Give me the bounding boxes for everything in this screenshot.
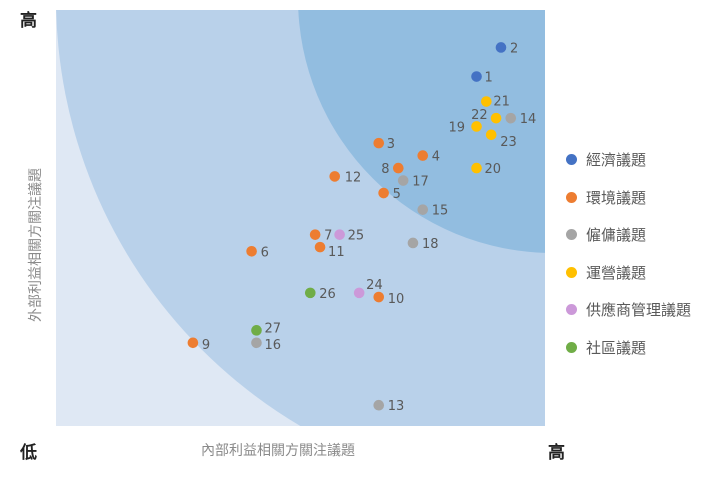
data-label-26: 26 — [319, 287, 336, 302]
data-point-13 — [373, 399, 385, 411]
data-point-3 — [373, 137, 385, 149]
legend-marker — [566, 154, 577, 166]
legend-item-3: 運營議題 — [566, 254, 691, 292]
y-axis-title: 外部利益相關方關注議題 — [28, 168, 44, 322]
plot-area — [56, 10, 545, 426]
legend-marker — [566, 229, 577, 241]
data-point-20 — [471, 162, 482, 174]
data-label-6: 6 — [261, 245, 269, 260]
legend-marker — [566, 341, 577, 353]
legend-marker — [566, 266, 577, 278]
points-layer: 1234567891011121314151617181920212223242… — [187, 41, 537, 414]
data-point-11 — [314, 241, 326, 253]
data-label-5: 5 — [393, 187, 401, 202]
data-point-6 — [246, 245, 257, 257]
data-point-7 — [309, 229, 321, 240]
y-axis-high-label: 高 — [20, 11, 37, 31]
x-axis-high-label: 高 — [548, 443, 565, 463]
data-point-26 — [304, 287, 316, 299]
data-point-1 — [471, 71, 482, 82]
data-label-11: 11 — [328, 245, 345, 260]
data-point-14 — [505, 112, 517, 124]
data-point-19 — [471, 121, 482, 132]
data-point-18 — [407, 237, 419, 249]
band-inner — [298, 10, 545, 253]
data-label-16: 16 — [264, 338, 281, 353]
data-point-12 — [329, 171, 341, 182]
data-label-13: 13 — [388, 399, 405, 414]
legend-marker — [566, 191, 577, 203]
data-label-27: 27 — [264, 321, 281, 336]
data-point-21 — [481, 96, 492, 107]
legend-label: 供應商管理議題 — [586, 301, 692, 320]
legend-label: 運營議題 — [586, 263, 647, 282]
data-point-17 — [397, 175, 409, 186]
legend-label: 經濟議題 — [586, 151, 647, 170]
data-label-24: 24 — [366, 278, 383, 293]
data-label-12: 12 — [345, 170, 362, 185]
data-label-7: 7 — [324, 229, 332, 244]
legend-label: 環境議題 — [586, 188, 647, 207]
data-point-2 — [495, 42, 507, 53]
data-label-4: 4 — [432, 150, 440, 165]
data-label-9: 9 — [202, 338, 210, 353]
data-label-2: 2 — [510, 41, 518, 56]
data-label-23: 23 — [500, 135, 517, 150]
legend-item-0: 經濟議題 — [566, 141, 691, 179]
legend-item-4: 供應商管理議題 — [566, 291, 691, 329]
data-point-10 — [373, 291, 385, 303]
data-label-19: 19 — [449, 120, 466, 135]
data-label-25: 25 — [348, 229, 365, 244]
data-label-1: 1 — [485, 71, 493, 86]
data-label-3: 3 — [387, 137, 395, 152]
data-point-24 — [353, 287, 365, 299]
data-point-27 — [251, 325, 262, 336]
x-axis-low-label: 低 — [20, 443, 37, 463]
legend-item-2: 僱傭議題 — [566, 216, 691, 254]
legend-label: 社區議題 — [586, 338, 647, 357]
data-point-15 — [417, 204, 429, 215]
data-point-25 — [334, 229, 345, 240]
data-label-22: 22 — [471, 108, 488, 123]
data-point-9 — [187, 337, 199, 349]
data-point-5 — [378, 187, 389, 199]
legend-label: 僱傭議題 — [586, 226, 647, 245]
legend-item-5: 社區議題 — [566, 329, 691, 367]
legend-marker — [566, 304, 577, 316]
legend-item-1: 環境議題 — [566, 179, 691, 217]
data-label-8: 8 — [381, 162, 389, 177]
data-point-4 — [417, 150, 429, 161]
data-label-15: 15 — [432, 204, 449, 219]
data-point-23 — [485, 129, 497, 141]
data-point-8 — [393, 162, 404, 174]
legend: 經濟議題環境議題僱傭議題運營議題供應商管理議題 社區議題 — [566, 141, 691, 366]
data-label-18: 18 — [422, 237, 439, 252]
data-label-14: 14 — [520, 112, 537, 127]
data-point-16 — [251, 337, 262, 349]
x-axis-title: 內部利益相關方關注議題 — [201, 443, 355, 459]
data-label-10: 10 — [388, 292, 405, 307]
data-label-21: 21 — [493, 95, 510, 110]
data-label-20: 20 — [485, 162, 502, 177]
data-label-17: 17 — [412, 175, 429, 190]
data-point-22 — [490, 112, 502, 124]
